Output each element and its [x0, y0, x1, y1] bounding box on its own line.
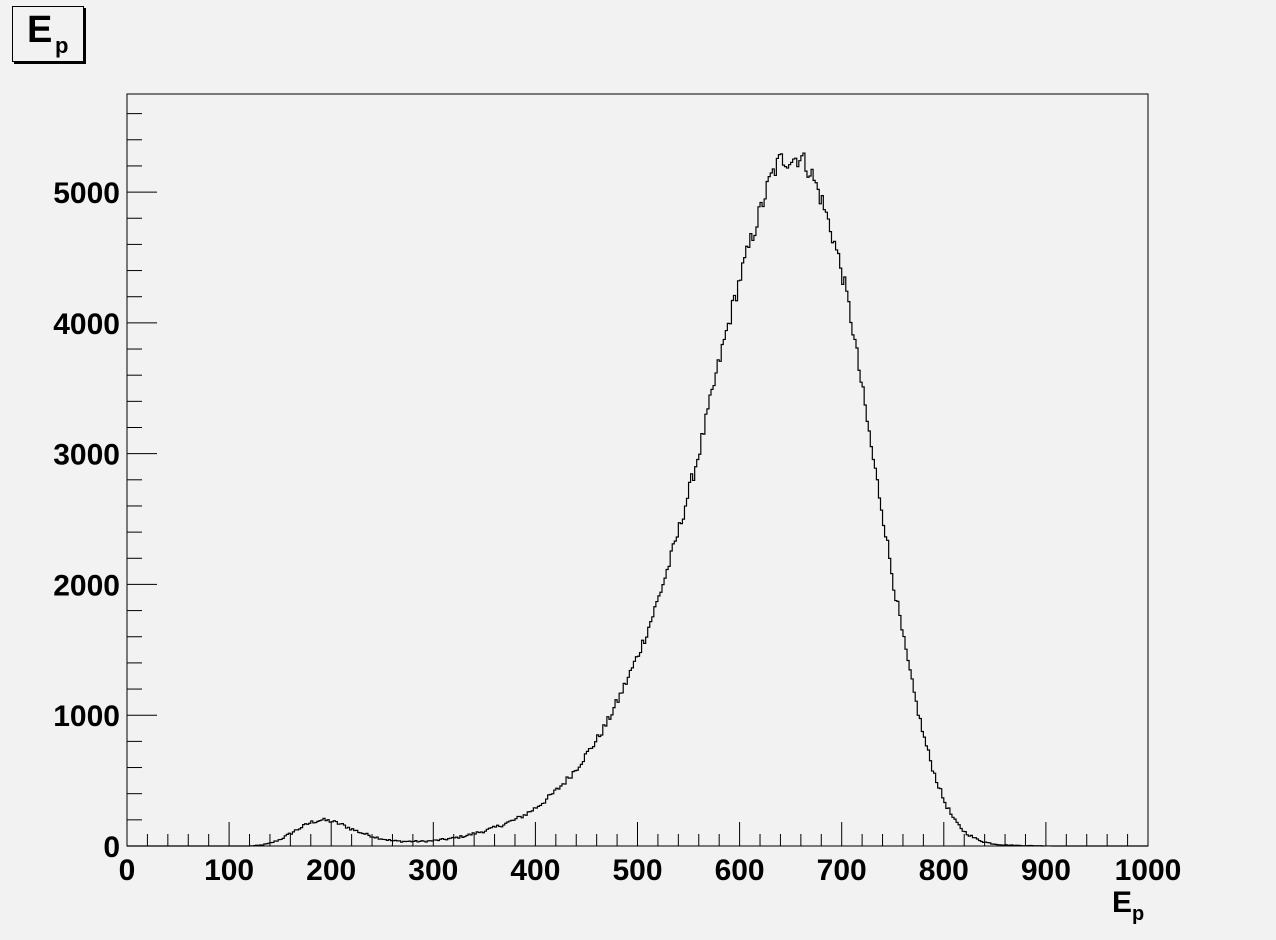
- x-tick-label: 0: [119, 854, 136, 887]
- x-tick-label: 500: [612, 854, 662, 887]
- x-axis-label-subscript: p: [1132, 903, 1144, 925]
- y-tick-labels: 0 1000 2000 3000 4000 5000: [53, 177, 120, 864]
- x-tick-label: 200: [306, 854, 356, 887]
- chart-title-subscript: p: [55, 33, 69, 58]
- y-tick-label: 1000: [53, 700, 120, 733]
- x-axis-label-main: E: [1112, 886, 1132, 919]
- y-tick-label: 3000: [53, 439, 120, 472]
- y-tick-label: 4000: [53, 308, 120, 341]
- x-tick-label: 900: [1021, 854, 1071, 887]
- y-tick-label: 2000: [53, 569, 120, 602]
- histogram-series: [127, 152, 1148, 847]
- x-axis-label: Ep: [1112, 886, 1144, 925]
- x-tick-label: 400: [510, 854, 560, 887]
- x-tick-label: 700: [817, 854, 867, 887]
- chart-title: E: [27, 9, 53, 51]
- title-box: E p: [12, 6, 84, 62]
- x-tick-label: 600: [715, 854, 765, 887]
- plot-frame: [126, 93, 1149, 847]
- x-tick-label: 800: [919, 854, 969, 887]
- y-tick-label: 0: [103, 831, 120, 864]
- x-tick-labels: 0 100 200 300 400 500 600 700 800 900 1000: [119, 854, 1182, 887]
- y-tick-label: 5000: [53, 177, 120, 210]
- x-tick-label: 1000: [1115, 854, 1182, 887]
- x-tick-label: 100: [204, 854, 254, 887]
- x-tick-label: 300: [408, 854, 458, 887]
